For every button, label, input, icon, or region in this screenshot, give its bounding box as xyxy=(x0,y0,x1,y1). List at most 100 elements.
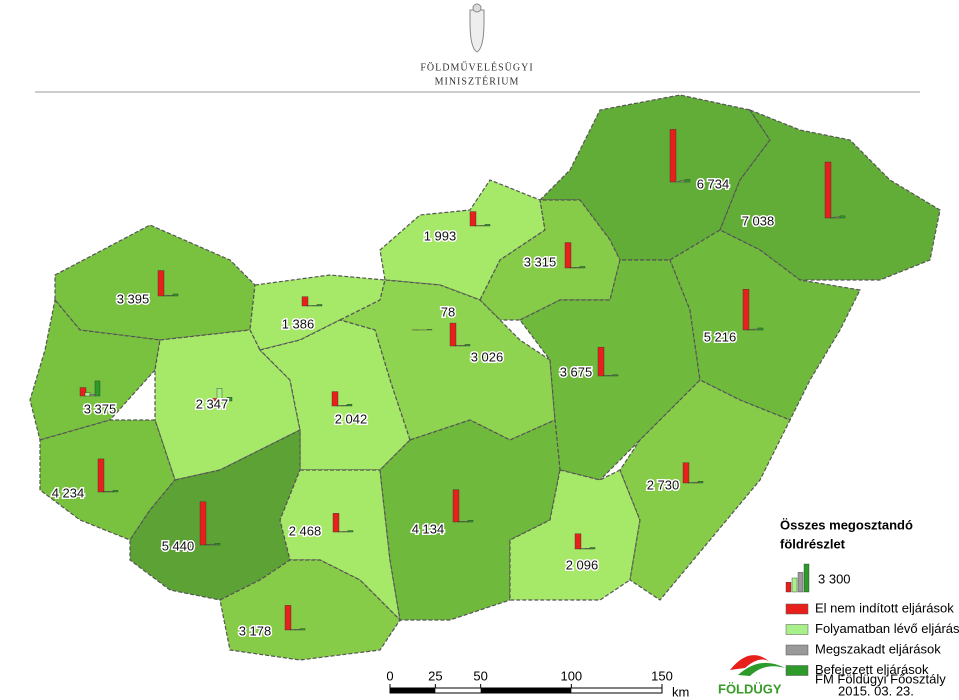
bar xyxy=(679,180,686,183)
bar xyxy=(459,345,466,347)
bar xyxy=(214,543,221,546)
bar xyxy=(79,387,87,397)
bar xyxy=(757,327,764,331)
county-total: 5 216 xyxy=(704,329,737,344)
bar xyxy=(752,328,759,331)
bar xyxy=(579,266,586,269)
bar xyxy=(426,329,433,331)
legend-sample-bar xyxy=(785,582,792,593)
county-total: 2 468 xyxy=(289,523,322,538)
county-total: 4 234 xyxy=(52,485,85,500)
bar xyxy=(346,404,353,407)
bar xyxy=(469,211,477,227)
bar xyxy=(682,462,690,484)
legend-label: El nem indított eljárások xyxy=(815,600,954,615)
bar xyxy=(612,374,619,377)
county-total: 7 038 xyxy=(742,213,775,228)
bar xyxy=(167,295,174,297)
bar xyxy=(834,216,841,219)
bar xyxy=(172,293,179,297)
county xyxy=(479,199,621,321)
bar xyxy=(294,629,301,631)
bar xyxy=(84,392,91,397)
ministry-name: MINISZTÉRIUM xyxy=(435,75,520,87)
bar xyxy=(479,225,486,227)
bar xyxy=(342,531,349,533)
bar xyxy=(697,481,704,484)
bar xyxy=(216,388,223,402)
bar xyxy=(574,533,582,550)
county-total: 3 315 xyxy=(524,254,557,269)
legend-sample-label: 3 300 xyxy=(818,571,851,586)
legend-label: Megszakadt eljárások xyxy=(815,641,941,656)
scale-bar-segment xyxy=(480,688,572,693)
bar xyxy=(742,289,750,331)
legend-sample-bar xyxy=(791,577,798,593)
county-total: 1 386 xyxy=(282,316,315,331)
county-total: 2 730 xyxy=(647,477,680,492)
bar xyxy=(331,391,339,407)
legend-label: Folyamatban lévő eljárások xyxy=(815,621,959,636)
county-total: 78 xyxy=(441,304,455,319)
bar xyxy=(452,489,460,523)
bar xyxy=(824,161,832,219)
bar xyxy=(467,520,474,523)
county xyxy=(219,559,401,661)
bar xyxy=(341,405,348,407)
legend-swatch xyxy=(785,665,809,676)
scale-tick-label: 25 xyxy=(428,668,442,683)
crown xyxy=(472,3,482,13)
county-total: 4 134 xyxy=(412,521,445,536)
bar xyxy=(209,543,216,546)
bar xyxy=(564,242,572,269)
counties xyxy=(29,94,941,661)
county-total: 3 675 xyxy=(560,364,593,379)
county-total: 2 042 xyxy=(335,411,368,426)
ministry-name: FÖLDMŰVELÉSÜGYI xyxy=(420,61,533,73)
footer-logo: FÖLDÜGY xyxy=(718,681,782,696)
legend-title: földrészlet xyxy=(780,536,846,551)
scale-tick-label: 0 xyxy=(386,668,393,683)
bar xyxy=(669,129,677,183)
bar xyxy=(607,375,614,377)
bar xyxy=(107,491,114,493)
county-total: 5 440 xyxy=(162,538,195,553)
legend-swatch xyxy=(785,644,809,656)
bar xyxy=(332,513,340,533)
bar xyxy=(839,215,846,219)
bar xyxy=(574,267,581,269)
bar xyxy=(464,344,471,347)
legend-sample-bar xyxy=(797,572,804,593)
bar xyxy=(462,521,469,523)
county xyxy=(669,229,861,421)
footer-office: FM Földügyi Főosztály xyxy=(815,671,946,686)
bar xyxy=(589,547,596,550)
county-total: 2 096 xyxy=(566,557,599,572)
county xyxy=(619,379,791,601)
bar xyxy=(597,346,605,377)
legend-title: Összes megosztandó xyxy=(780,517,913,532)
bar xyxy=(316,304,323,307)
bar xyxy=(584,548,591,550)
scale-tick-label: 100 xyxy=(560,668,582,683)
legend-swatch xyxy=(785,603,809,615)
scale-tick-label: 50 xyxy=(473,668,487,683)
county-total: 3 026 xyxy=(471,349,504,364)
scale-bar-segment xyxy=(390,688,436,693)
county-total: 3 375 xyxy=(84,401,117,416)
county-total: 3 178 xyxy=(239,623,272,638)
bar xyxy=(449,322,457,347)
county xyxy=(154,329,301,481)
footer-date: 2015. 03. 23. xyxy=(838,683,914,698)
county-total: 2 347 xyxy=(196,396,229,411)
ministry-crest xyxy=(469,3,485,53)
bar xyxy=(301,296,309,307)
county xyxy=(39,419,176,541)
bar xyxy=(692,482,699,484)
bar xyxy=(97,458,105,493)
bar xyxy=(162,295,169,297)
county-total: 6 734 xyxy=(697,176,730,191)
bar xyxy=(284,605,292,631)
crest xyxy=(469,9,485,53)
legend-swatch xyxy=(785,624,809,635)
